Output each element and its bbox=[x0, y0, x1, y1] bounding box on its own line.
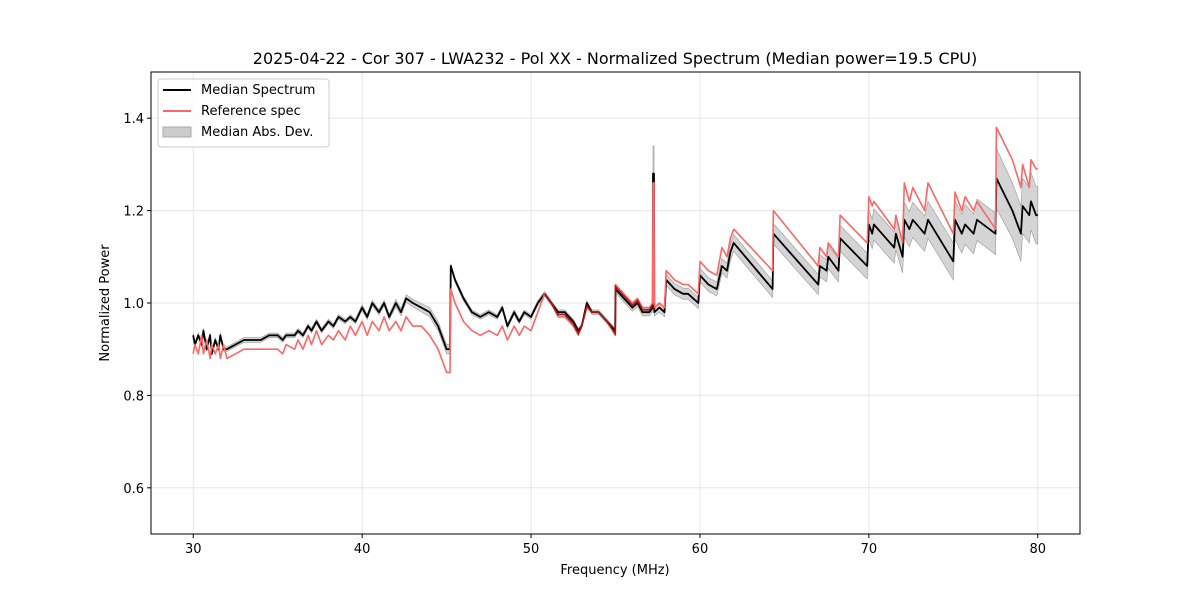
legend-label-median: Median Spectrum bbox=[201, 83, 315, 98]
y-tick-label: 1.0 bbox=[123, 297, 144, 312]
x-axis-label: Frequency (MHz) bbox=[560, 563, 669, 578]
y-axis-label: Normalized Power bbox=[98, 244, 113, 362]
legend-label-reference: Reference spec bbox=[201, 104, 301, 119]
x-tick-label: 30 bbox=[185, 542, 202, 557]
overlap-line bbox=[543, 284, 656, 336]
y-axis: 0.6 0.8 1.0 1.2 1.4 bbox=[123, 112, 151, 497]
x-tick-label: 60 bbox=[692, 542, 709, 557]
x-tick-label: 40 bbox=[354, 542, 371, 557]
x-axis: 30 40 50 60 70 80 bbox=[185, 534, 1046, 557]
y-tick-label: 0.8 bbox=[123, 389, 144, 404]
legend: Median Spectrum Reference spec Median Ab… bbox=[157, 78, 330, 148]
chart-title: 2025-04-22 - Cor 307 - LWA232 - Pol XX -… bbox=[253, 49, 977, 68]
legend-label-mad: Median Abs. Dev. bbox=[201, 125, 313, 140]
legend-swatch-mad bbox=[162, 126, 192, 138]
x-tick-label: 50 bbox=[523, 542, 540, 557]
plot-area bbox=[192, 126, 1039, 374]
y-tick-label: 0.6 bbox=[123, 482, 144, 497]
legend-box bbox=[157, 78, 330, 148]
median-spectrum-line bbox=[192, 172, 1038, 355]
y-tick-label: 1.4 bbox=[123, 112, 144, 127]
y-tick-label: 1.2 bbox=[123, 205, 144, 220]
reference-spectrum-line bbox=[192, 126, 1038, 374]
x-tick-label: 80 bbox=[1029, 542, 1046, 557]
x-tick-label: 70 bbox=[861, 542, 878, 557]
